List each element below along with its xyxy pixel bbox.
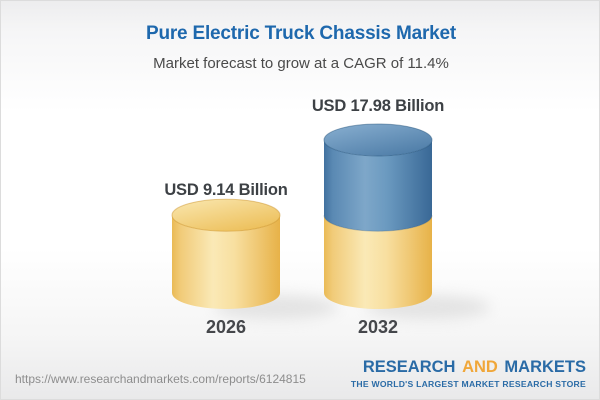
chart-subtitle: Market forecast to grow at a CAGR of 11.… (153, 55, 449, 72)
segment-junction-rim (323, 215, 433, 232)
year-label-2026: 2026 (205, 317, 247, 337)
logo-wordmark: RESEARCH AND MARKETS (351, 359, 586, 376)
research-and-markets-logo: RESEARCH AND MARKETS THE WORLD'S LARGEST… (351, 359, 586, 388)
report-url-link[interactable]: https://www.researchandmarkets.com/repor… (15, 372, 306, 386)
value-label-2026: USD 9.14 Billion (164, 181, 288, 199)
logo-word-research: RESEARCH (362, 358, 456, 376)
logo-word-and: AND (462, 358, 498, 376)
cylinder-2026-segment-0 (172, 215, 280, 309)
cylinder-2032-segment-0 (324, 215, 432, 309)
cylinder-2032-top-face (323, 123, 433, 157)
logo-tagline: THE WORLD'S LARGEST MARKET RESEARCH STOR… (350, 378, 586, 389)
cylinder-2026-top-face (171, 198, 281, 232)
logo-word-markets: MARKETS (504, 358, 586, 376)
value-label-2032: USD 17.98 Billion (311, 97, 445, 115)
cylinder-chart (171, 123, 490, 319)
chart-title: Pure Electric Truck Chassis Market (145, 23, 457, 44)
cylinder-2032-segment-1 (324, 139, 432, 232)
year-label-2032: 2032 (357, 317, 399, 337)
